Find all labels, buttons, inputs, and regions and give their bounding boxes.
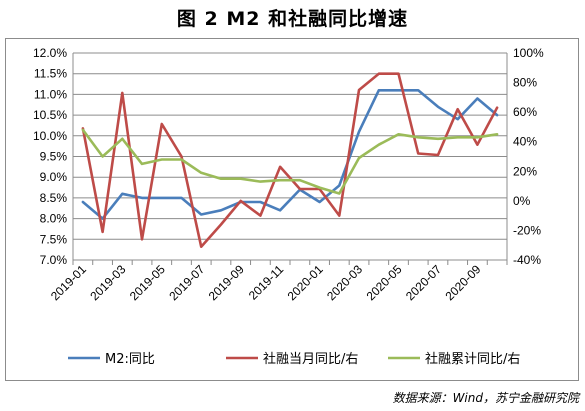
x-tick-label: 2020-05: [364, 262, 405, 303]
y-right-tick-label: 100%: [513, 46, 544, 60]
x-tick-label: 2019-01: [48, 262, 89, 303]
y-left-tick-label: 10.5%: [33, 108, 67, 122]
legend-label-1: M2:同比: [105, 352, 155, 367]
grid-lines: [73, 52, 507, 261]
y-left-tick-label: 7.0%: [40, 253, 68, 267]
chart-frame: 7.0% 7.5% 8.0% 8.5% 9.0% 9.5% 10.0% 10.5% 11.0% 1…: [5, 38, 579, 381]
y-right-tick-label: -20%: [513, 223, 541, 237]
legend: M2:同比 社融当月同比/右 社融累计同比/右: [68, 351, 520, 367]
y-left-tick-label: 12.0%: [33, 46, 67, 60]
x-tick-label: 2020-03: [324, 262, 365, 303]
y-left-tick-label: 8.5%: [40, 191, 68, 205]
y-right-tick-label: 0%: [513, 194, 531, 208]
y-left-tick-label: 9.0%: [40, 170, 68, 184]
y-left-tick-label: 10.0%: [33, 129, 67, 143]
series-line-2: [81, 72, 499, 248]
legend-label-3: 社融累计同比/右: [425, 351, 520, 367]
x-tick-label: 2019-07: [166, 262, 207, 303]
x-tick-label: 2019-03: [87, 262, 128, 303]
series-line-3: [81, 128, 499, 195]
y-right-tick-label: 60%: [513, 105, 537, 119]
y-left-tick-label: 11.0%: [34, 87, 67, 101]
y-left-tick-label: 11.5%: [34, 67, 67, 81]
y-left-tick-label: 9.5%: [40, 150, 68, 164]
data-source-note: 数据来源：Wind，苏宁金融研究院: [392, 391, 579, 405]
y-right-tick-label: 80%: [513, 76, 537, 90]
series-line-1: [81, 88, 499, 220]
y-right-tick-label: -40%: [513, 253, 541, 267]
x-tick-label: 2019-11: [246, 262, 287, 303]
y-left-tick-label: 8.0%: [40, 212, 68, 226]
y-right-tick-label: 20%: [513, 164, 537, 178]
y-left-tick-label: 7.5%: [40, 232, 68, 246]
legend-label-2: 社融当月同比/右: [263, 351, 358, 367]
line-chart: 7.0% 7.5% 8.0% 8.5% 9.0% 9.5% 10.0% 10.5% 11.0% 1…: [33, 46, 544, 367]
x-tick-label: 2019-05: [127, 262, 168, 303]
y-right-tick-label: 40%: [513, 135, 537, 149]
series-lines: [81, 72, 499, 248]
chart-title: 图 2 M2 和社融同比增速: [176, 8, 409, 30]
x-tick-label: 2020-09: [442, 262, 483, 303]
x-tick-label: 2020-07: [403, 262, 444, 303]
x-tick-label: 2020-01: [285, 262, 326, 303]
x-tick-label: 2019-09: [206, 262, 247, 303]
